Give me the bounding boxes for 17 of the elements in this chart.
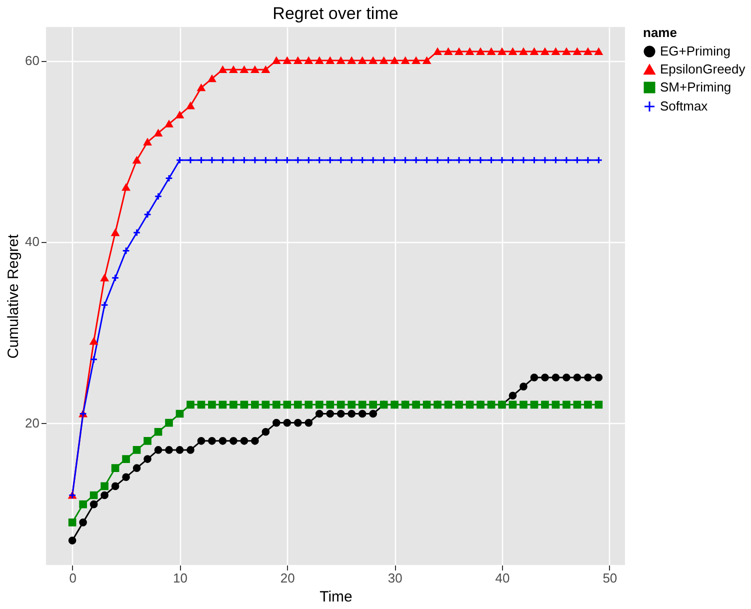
legend-label: EpsilonGreedy (660, 62, 746, 76)
y-tick-label: 60 (25, 53, 40, 68)
x-tick-label: 10 (173, 570, 188, 586)
legend-label: Softmax (660, 98, 708, 114)
x-tick-label: 40 (495, 570, 510, 586)
legend-label: SM+Priming (660, 80, 732, 94)
x-tick-label: 30 (388, 570, 402, 586)
legend-label: EG+Priming (660, 44, 730, 58)
x-tick-label: 50 (602, 570, 618, 586)
y-axis-title: Cumulative Regret (5, 234, 22, 359)
legend-title: name (643, 25, 677, 40)
x-tick-label: 20 (280, 570, 295, 586)
y-tick-label: 40 (25, 234, 40, 250)
y-tick-label: 20 (25, 415, 40, 430)
x-axis-title: Time (320, 588, 352, 606)
x-tick-label: 0 (69, 570, 76, 586)
chart-title: Regret over time (272, 4, 398, 23)
